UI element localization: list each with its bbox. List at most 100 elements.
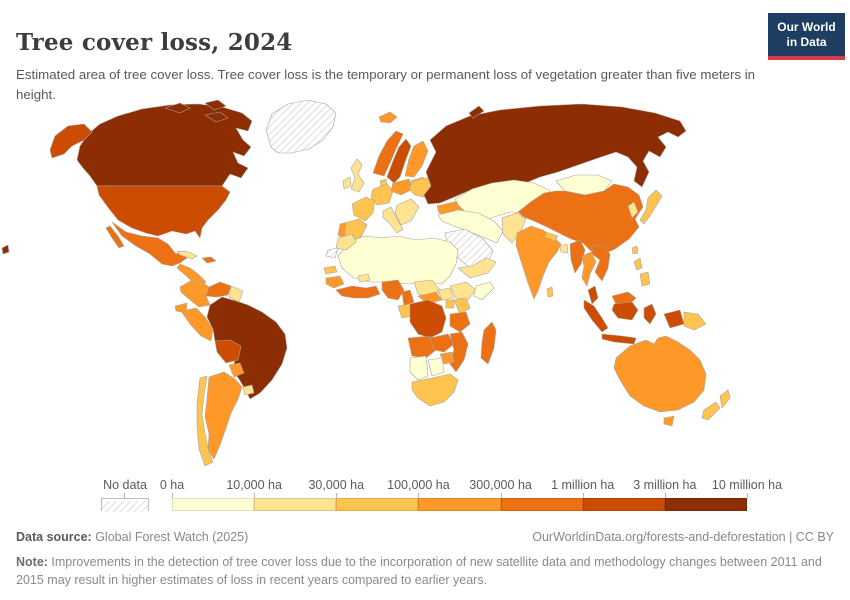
region-novaya-zemlya[interactable] xyxy=(468,105,485,119)
region-yemen-oman[interactable] xyxy=(457,257,497,279)
country-south-africa[interactable] xyxy=(411,373,459,407)
country-drc[interactable] xyxy=(409,299,447,339)
country-zambia[interactable] xyxy=(429,333,455,353)
region-sumatra[interactable] xyxy=(583,299,609,333)
country-nepal[interactable] xyxy=(544,231,559,242)
country-japan[interactable] xyxy=(639,189,663,225)
country-india[interactable] xyxy=(515,225,562,300)
country-south-sudan[interactable] xyxy=(437,287,455,301)
legend-tick-label: 1 million ha xyxy=(551,478,615,492)
country-sweden[interactable] xyxy=(386,138,412,184)
country-poland[interactable] xyxy=(390,178,414,196)
region-hispaniola[interactable] xyxy=(201,256,217,264)
legend-segment[interactable] xyxy=(172,498,255,511)
country-somalia[interactable] xyxy=(473,281,495,301)
region-greenland[interactable] xyxy=(265,99,337,154)
legend-segment[interactable] xyxy=(418,498,501,511)
owid-logo-accent-bar xyxy=(768,56,845,60)
country-paraguay[interactable] xyxy=(228,362,245,378)
country-mexico-baja[interactable] xyxy=(105,225,125,249)
country-colombia[interactable] xyxy=(179,279,211,308)
footer-link[interactable]: OurWorldinData.org/forests-and-deforesta… xyxy=(532,530,834,544)
legend-no-data-swatch[interactable] xyxy=(101,498,149,512)
country-guinea[interactable] xyxy=(325,275,345,289)
country-namibia[interactable] xyxy=(409,355,429,381)
footer-note-text: Improvements in the detection of tree co… xyxy=(16,555,822,588)
country-usa-alaska[interactable] xyxy=(49,123,93,159)
region-borneo-malaysia[interactable] xyxy=(611,291,637,305)
country-new-zealand[interactable] xyxy=(701,389,731,421)
country-ireland[interactable] xyxy=(342,176,352,190)
region-borneo-indonesia[interactable] xyxy=(611,301,639,321)
country-angola[interactable] xyxy=(407,335,437,359)
country-argentina[interactable] xyxy=(204,371,243,460)
region-tasmania[interactable] xyxy=(663,415,675,427)
country-philippines[interactable] xyxy=(633,257,651,287)
legend-color-bar[interactable] xyxy=(172,498,747,511)
region-central-europe[interactable] xyxy=(370,183,394,206)
country-united-kingdom[interactable] xyxy=(350,158,365,193)
country-senegal[interactable] xyxy=(323,265,338,275)
country-bangladesh[interactable] xyxy=(559,243,569,254)
legend-tick-label: 300,000 ha xyxy=(469,478,532,492)
country-malaysia[interactable] xyxy=(587,285,599,305)
country-australia[interactable] xyxy=(613,335,707,413)
country-papua-new-guinea[interactable] xyxy=(683,311,707,331)
owid-logo[interactable]: Our World in Data xyxy=(768,13,845,60)
country-chile[interactable] xyxy=(196,375,214,467)
country-tanzania[interactable] xyxy=(449,311,471,333)
legend-no-data-label: No data xyxy=(103,478,147,492)
country-canada[interactable] xyxy=(76,103,253,187)
legend-segment[interactable] xyxy=(582,498,665,511)
country-norway[interactable] xyxy=(372,130,404,177)
region-north-africa[interactable] xyxy=(337,235,459,285)
country-sri-lanka[interactable] xyxy=(546,286,554,298)
footer-note: Note: Improvements in the detection of t… xyxy=(16,553,838,589)
country-finland[interactable] xyxy=(404,140,429,178)
region-west-africa-coast[interactable] xyxy=(335,285,381,299)
legend-segment[interactable] xyxy=(336,498,419,511)
region-korea[interactable] xyxy=(627,201,639,219)
country-ethiopia[interactable] xyxy=(449,281,477,301)
country-uruguay[interactable] xyxy=(242,384,255,396)
legend-segment[interactable] xyxy=(254,498,337,511)
country-peru[interactable] xyxy=(180,307,214,342)
country-morocco[interactable] xyxy=(335,233,357,251)
country-nigeria[interactable] xyxy=(381,279,405,301)
region-balkans[interactable] xyxy=(394,198,420,226)
region-sulawesi[interactable] xyxy=(643,303,657,325)
region-middle-east[interactable] xyxy=(437,209,504,244)
region-western-sahara[interactable] xyxy=(325,247,339,259)
region-java[interactable] xyxy=(601,333,637,345)
country-usa[interactable] xyxy=(96,185,231,239)
region-indochina[interactable] xyxy=(591,243,611,282)
country-madagascar[interactable] xyxy=(480,321,497,365)
country-kenya[interactable] xyxy=(453,297,471,315)
legend-tick-label: 3 million ha xyxy=(633,478,697,492)
footer-source-row: Data source: Global Forest Watch (2025) … xyxy=(16,530,834,544)
country-cuba[interactable] xyxy=(176,250,198,260)
country-burkina-faso[interactable] xyxy=(357,273,371,283)
country-iceland[interactable] xyxy=(378,111,398,124)
country-canada-arctic-islands[interactable] xyxy=(164,99,229,123)
region-russia-east-fragment[interactable] xyxy=(1,244,10,255)
legend-segment[interactable] xyxy=(500,498,583,511)
country-russia[interactable] xyxy=(423,103,687,205)
region-west-papua[interactable] xyxy=(663,309,685,329)
country-italy[interactable] xyxy=(382,206,404,234)
country-venezuela[interactable] xyxy=(205,281,232,298)
country-france[interactable] xyxy=(351,196,376,222)
country-uganda[interactable] xyxy=(445,299,455,309)
data-source-label: Data source: xyxy=(16,530,92,544)
country-myanmar[interactable] xyxy=(569,239,586,274)
country-china[interactable] xyxy=(517,183,644,256)
country-thailand[interactable] xyxy=(581,251,597,287)
legend-ticks xyxy=(172,493,748,498)
country-botswana[interactable] xyxy=(427,357,445,377)
country-cameroon[interactable] xyxy=(401,289,415,307)
legend-segment[interactable] xyxy=(664,498,747,511)
country-bolivia[interactable] xyxy=(214,339,242,364)
country-mozambique[interactable] xyxy=(449,331,469,373)
country-taiwan[interactable] xyxy=(631,245,639,255)
